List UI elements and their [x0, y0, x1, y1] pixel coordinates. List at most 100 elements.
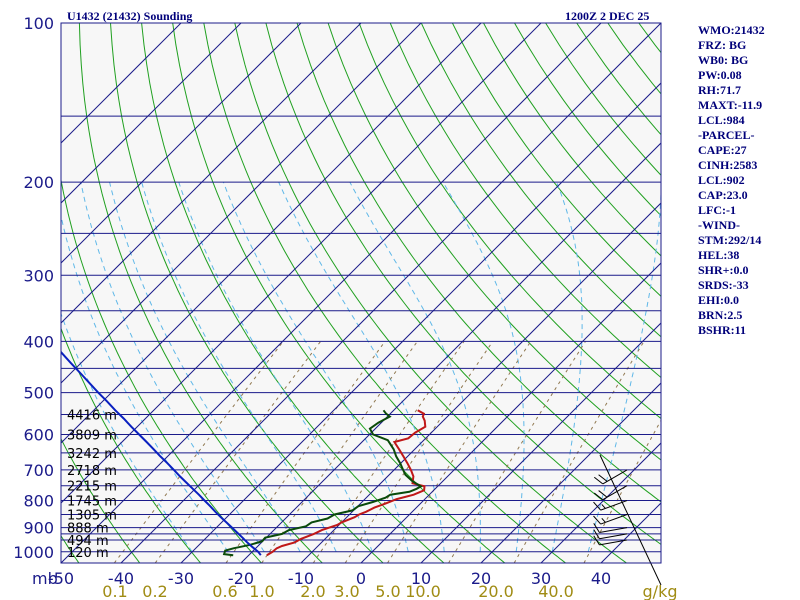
temperature-tick-label: 10	[411, 569, 431, 588]
isotherm	[540, 442, 661, 563]
sounding-indices-panel: WMO:21432 FRZ: BG WB0: BG PW:0.08 RH:71.…	[698, 23, 765, 338]
stat-item: BSHR:11	[698, 323, 747, 337]
isotherm	[360, 262, 661, 563]
mixing-ratio-line	[113, 341, 284, 563]
profile-lines	[61, 350, 427, 557]
isotherm	[420, 322, 661, 563]
height-label: 1745 m	[67, 495, 117, 510]
temperature-tick-label: 20	[471, 569, 491, 588]
pressure-tick-label: 100	[23, 14, 54, 33]
stat-item: MAXT:-11.9	[698, 98, 763, 112]
mixing-ratio-label: 0.1	[102, 582, 127, 600]
wind-barb-shaft	[599, 539, 628, 546]
stat-item: CAP:23.0	[698, 188, 748, 202]
height-label: 2215 m	[67, 480, 117, 495]
mixing-ratio-label: 20.0	[478, 582, 514, 600]
dry-adiabat	[172, 23, 506, 563]
mixing-ratio-label: 2.0	[300, 582, 325, 600]
stat-item: WB0: BG	[698, 53, 749, 67]
moist-adiabat	[61, 312, 193, 553]
wind-barb-flag	[593, 529, 600, 540]
mixing-ratio-label: 1.0	[249, 582, 274, 600]
isotherm	[61, 23, 302, 264]
dry-adiabat	[61, 327, 201, 563]
wind-barb-shaft	[599, 533, 628, 540]
dry-adiabat	[296, 23, 661, 503]
plot-frame	[60, 22, 662, 564]
mixing-ratio-line	[387, 341, 532, 563]
pressure-tick-label: 900	[23, 519, 54, 538]
wind-barb-shaft	[599, 527, 628, 533]
temperature-tick-label: -30	[168, 569, 194, 588]
dry-adiabat	[358, 23, 661, 420]
stat-item: LCL:902	[698, 173, 745, 187]
height-label: 1305 m	[67, 508, 117, 523]
stat-item: HEL:38	[698, 248, 740, 262]
dry-adiabat	[794, 23, 800, 563]
mixing-ratio-line	[154, 341, 321, 563]
height-label: 3242 m	[67, 447, 117, 462]
wind-barb-flag	[593, 501, 602, 511]
dry-adiabat	[265, 23, 661, 546]
valid-time: 1200Z 2 DEC 25	[565, 9, 649, 23]
mixing-ratio-label: 5.0	[375, 582, 400, 600]
pressure-tick-label: 600	[23, 425, 54, 444]
dry-adiabat	[420, 23, 661, 338]
wind-barb-flag	[598, 474, 608, 482]
dry-adiabat	[0, 23, 18, 563]
height-label: 3809 m	[67, 428, 117, 443]
mixing-ratio-label: g/kg	[643, 582, 678, 600]
wind-barb-half-flag	[601, 517, 606, 523]
dry-adiabat	[78, 23, 323, 563]
isotherm	[61, 23, 602, 563]
pressure-tick-label: 400	[23, 332, 54, 351]
isotherm	[61, 23, 422, 384]
station-title: U1432 (21432) Sounding	[67, 9, 192, 23]
isotherm	[300, 202, 661, 563]
height-label: 4416 m	[67, 409, 117, 424]
stat-item: PW:0.08	[698, 68, 742, 82]
pressure-tick-label: 700	[23, 461, 54, 480]
isotherm	[180, 82, 661, 563]
mixing-ratio-label: 10.0	[405, 582, 441, 600]
stat-item: SHR+:0.0	[698, 263, 749, 277]
wind-barb-half-flag	[601, 504, 606, 509]
pressure-tick-label: 1000	[13, 543, 54, 562]
mixing-ratio-label: 0.6	[212, 582, 237, 600]
temperature-tick-label: -10	[288, 569, 314, 588]
stat-item: STM:292/14	[698, 233, 762, 247]
pressure-tick-label: 800	[23, 492, 54, 511]
isotherm	[480, 382, 661, 563]
stat-item: BRN:2.5	[698, 308, 743, 322]
isotherm	[61, 23, 242, 204]
height-label: 494 m	[67, 534, 109, 549]
dry-adiabat	[483, 23, 661, 257]
stat-item: SRDS:-33	[698, 278, 749, 292]
dry-adiabat	[389, 23, 661, 379]
wind-barb-flag	[593, 523, 600, 533]
stat-item: LCL:984	[698, 113, 745, 127]
wind-barb-flag	[598, 490, 608, 498]
temperature-tick-label: -20	[228, 569, 254, 588]
isotherm	[120, 23, 661, 563]
stat-item: WMO:21432	[698, 23, 765, 37]
temperature-tick-label: -40	[108, 569, 134, 588]
temperature-tick-label: -50	[48, 569, 74, 588]
isotherm	[61, 23, 542, 504]
temperature-tick-label: 0	[356, 569, 366, 588]
mixing-ratio-line	[583, 419, 661, 563]
stat-item: FRZ: BG	[698, 38, 747, 52]
pressure-tick-label: 200	[23, 173, 54, 192]
mixing-ratio-line	[261, 341, 418, 563]
temperature-tick-label: 40	[591, 569, 611, 588]
height-label: 2718 m	[67, 464, 117, 479]
moist-adiabat	[178, 182, 373, 552]
background-grid	[0, 23, 800, 563]
wind-barb-flag	[593, 535, 600, 546]
isotherm	[240, 142, 661, 563]
parcel-profile	[61, 350, 262, 556]
dewpoint-profile	[222, 409, 423, 557]
mixing-ratio-label: 3.0	[334, 582, 359, 600]
